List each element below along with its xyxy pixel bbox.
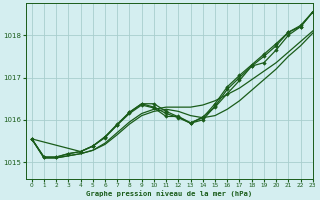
X-axis label: Graphe pression niveau de la mer (hPa): Graphe pression niveau de la mer (hPa) bbox=[86, 190, 252, 197]
